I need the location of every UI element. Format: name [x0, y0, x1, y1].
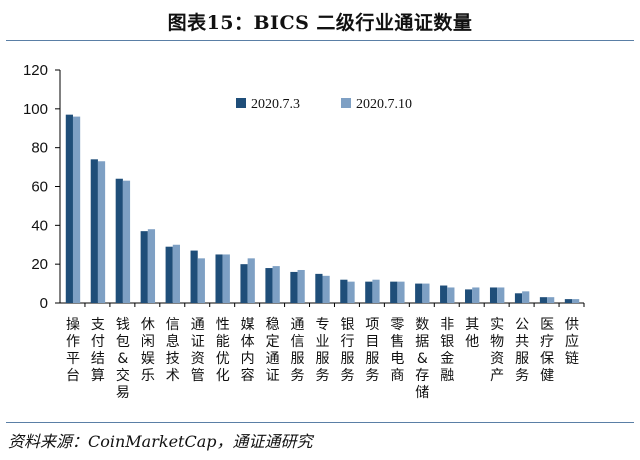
bar-series1	[539, 297, 548, 303]
x-tick-label: 支付结算	[91, 317, 105, 384]
bar-series1	[489, 287, 498, 303]
bar-series2	[472, 287, 480, 303]
x-tick-label: 非银金融	[440, 317, 454, 384]
bar-series1	[514, 293, 523, 303]
x-tick-label: 项目服务	[365, 317, 379, 384]
bar-series2	[497, 287, 505, 303]
x-axis-labels: 操作平台支付结算钱包&交易休闲娱乐信息技术通证资管性能优化媒体内容稳定通证通信服…	[66, 303, 585, 401]
bar-series1	[465, 289, 473, 303]
bar-series2	[222, 254, 230, 303]
x-tick-label: 通证资管	[191, 317, 205, 384]
bar-series2	[197, 258, 205, 303]
y-tick-label: 80	[31, 140, 48, 157]
bar-series2	[572, 299, 580, 303]
bar-series1	[165, 246, 173, 303]
bar-series1	[365, 281, 373, 303]
x-tick-label: 专业服务	[316, 317, 330, 384]
x-tick-label: 银行服务	[340, 317, 354, 384]
y-tick-label: 120	[23, 62, 48, 79]
bar-series1	[340, 279, 348, 303]
x-tick-label: 医疗保健	[540, 317, 554, 384]
x-tick-label: 零售电商	[390, 317, 404, 384]
bar-series1	[115, 178, 123, 303]
bar-series2	[97, 161, 106, 303]
source-note: 资料来源：CoinMarketCap，通证通研究	[8, 432, 313, 451]
legend: 2020.7.3 2020.7.10	[236, 97, 412, 112]
x-tick-label: 稳定通证	[266, 317, 280, 384]
bar-series1	[190, 250, 198, 303]
x-tick-label: 性能优化	[216, 317, 230, 384]
bar-chart: 0 20 40 60 80 100 120 操作平台支付结算钱包&交易休闲娱乐信息技术通证资…	[23, 62, 585, 401]
x-tick-label: 实物资产	[490, 317, 504, 384]
bar-series1	[315, 273, 323, 303]
bar-series2	[397, 281, 405, 303]
bar-series2	[247, 258, 255, 303]
bar-series2	[122, 180, 131, 303]
chart-axes	[59, 70, 584, 304]
bar-series2	[322, 275, 330, 303]
bar-series2	[347, 281, 355, 303]
bars	[65, 114, 580, 304]
legend-swatch	[236, 98, 246, 108]
bar-series1	[265, 268, 273, 303]
legend-label: 2020.7.10	[356, 97, 412, 112]
x-tick-label: 操作平台	[66, 317, 80, 384]
x-tick-label: 通信服务	[291, 317, 305, 384]
bar-series2	[372, 279, 380, 303]
x-tick-label: 信息技术	[166, 317, 180, 384]
bar-series1	[240, 264, 248, 303]
bar-series2	[447, 287, 455, 303]
bar-series2	[172, 244, 180, 303]
y-tick-label: 100	[23, 101, 48, 118]
bar-series1	[215, 254, 223, 303]
x-tick-label: 供应链	[565, 317, 579, 367]
y-axis-ticks: 0 20 40 60 80 100 120	[23, 62, 60, 312]
x-tick-label: 公共服务	[515, 317, 529, 384]
title-divider	[6, 40, 634, 41]
bar-series2	[147, 229, 156, 303]
bar-series1	[390, 281, 398, 303]
bar-series2	[72, 116, 81, 303]
y-tick-label: 0	[40, 295, 48, 312]
y-tick-label: 40	[31, 217, 48, 234]
x-tick-label: 休闲娱乐	[141, 317, 155, 384]
bar-series1	[564, 299, 573, 303]
bar-series1	[140, 231, 148, 303]
y-tick-label: 20	[31, 256, 48, 273]
bar-series2	[522, 291, 530, 303]
bar-series2	[422, 283, 430, 303]
source-divider	[6, 422, 634, 423]
chart-title: 图表15：BICS 二级行业通证数量	[167, 12, 473, 34]
x-tick-label: 钱包&交易	[116, 317, 130, 401]
x-tick-label: 其他	[465, 317, 479, 350]
x-tick-label: 数据&存储	[415, 317, 429, 401]
y-tick-label: 60	[31, 179, 48, 196]
x-tick-label: 媒体内容	[241, 317, 255, 384]
bar-series1	[440, 285, 448, 303]
bar-series1	[415, 283, 423, 303]
bar-series1	[90, 159, 98, 303]
bar-series2	[547, 297, 555, 303]
bar-series2	[297, 269, 305, 303]
bar-series1	[290, 271, 298, 303]
legend-swatch	[341, 98, 351, 108]
bar-series1	[65, 114, 73, 304]
bar-series2	[272, 266, 280, 303]
legend-label: 2020.7.3	[251, 97, 300, 112]
